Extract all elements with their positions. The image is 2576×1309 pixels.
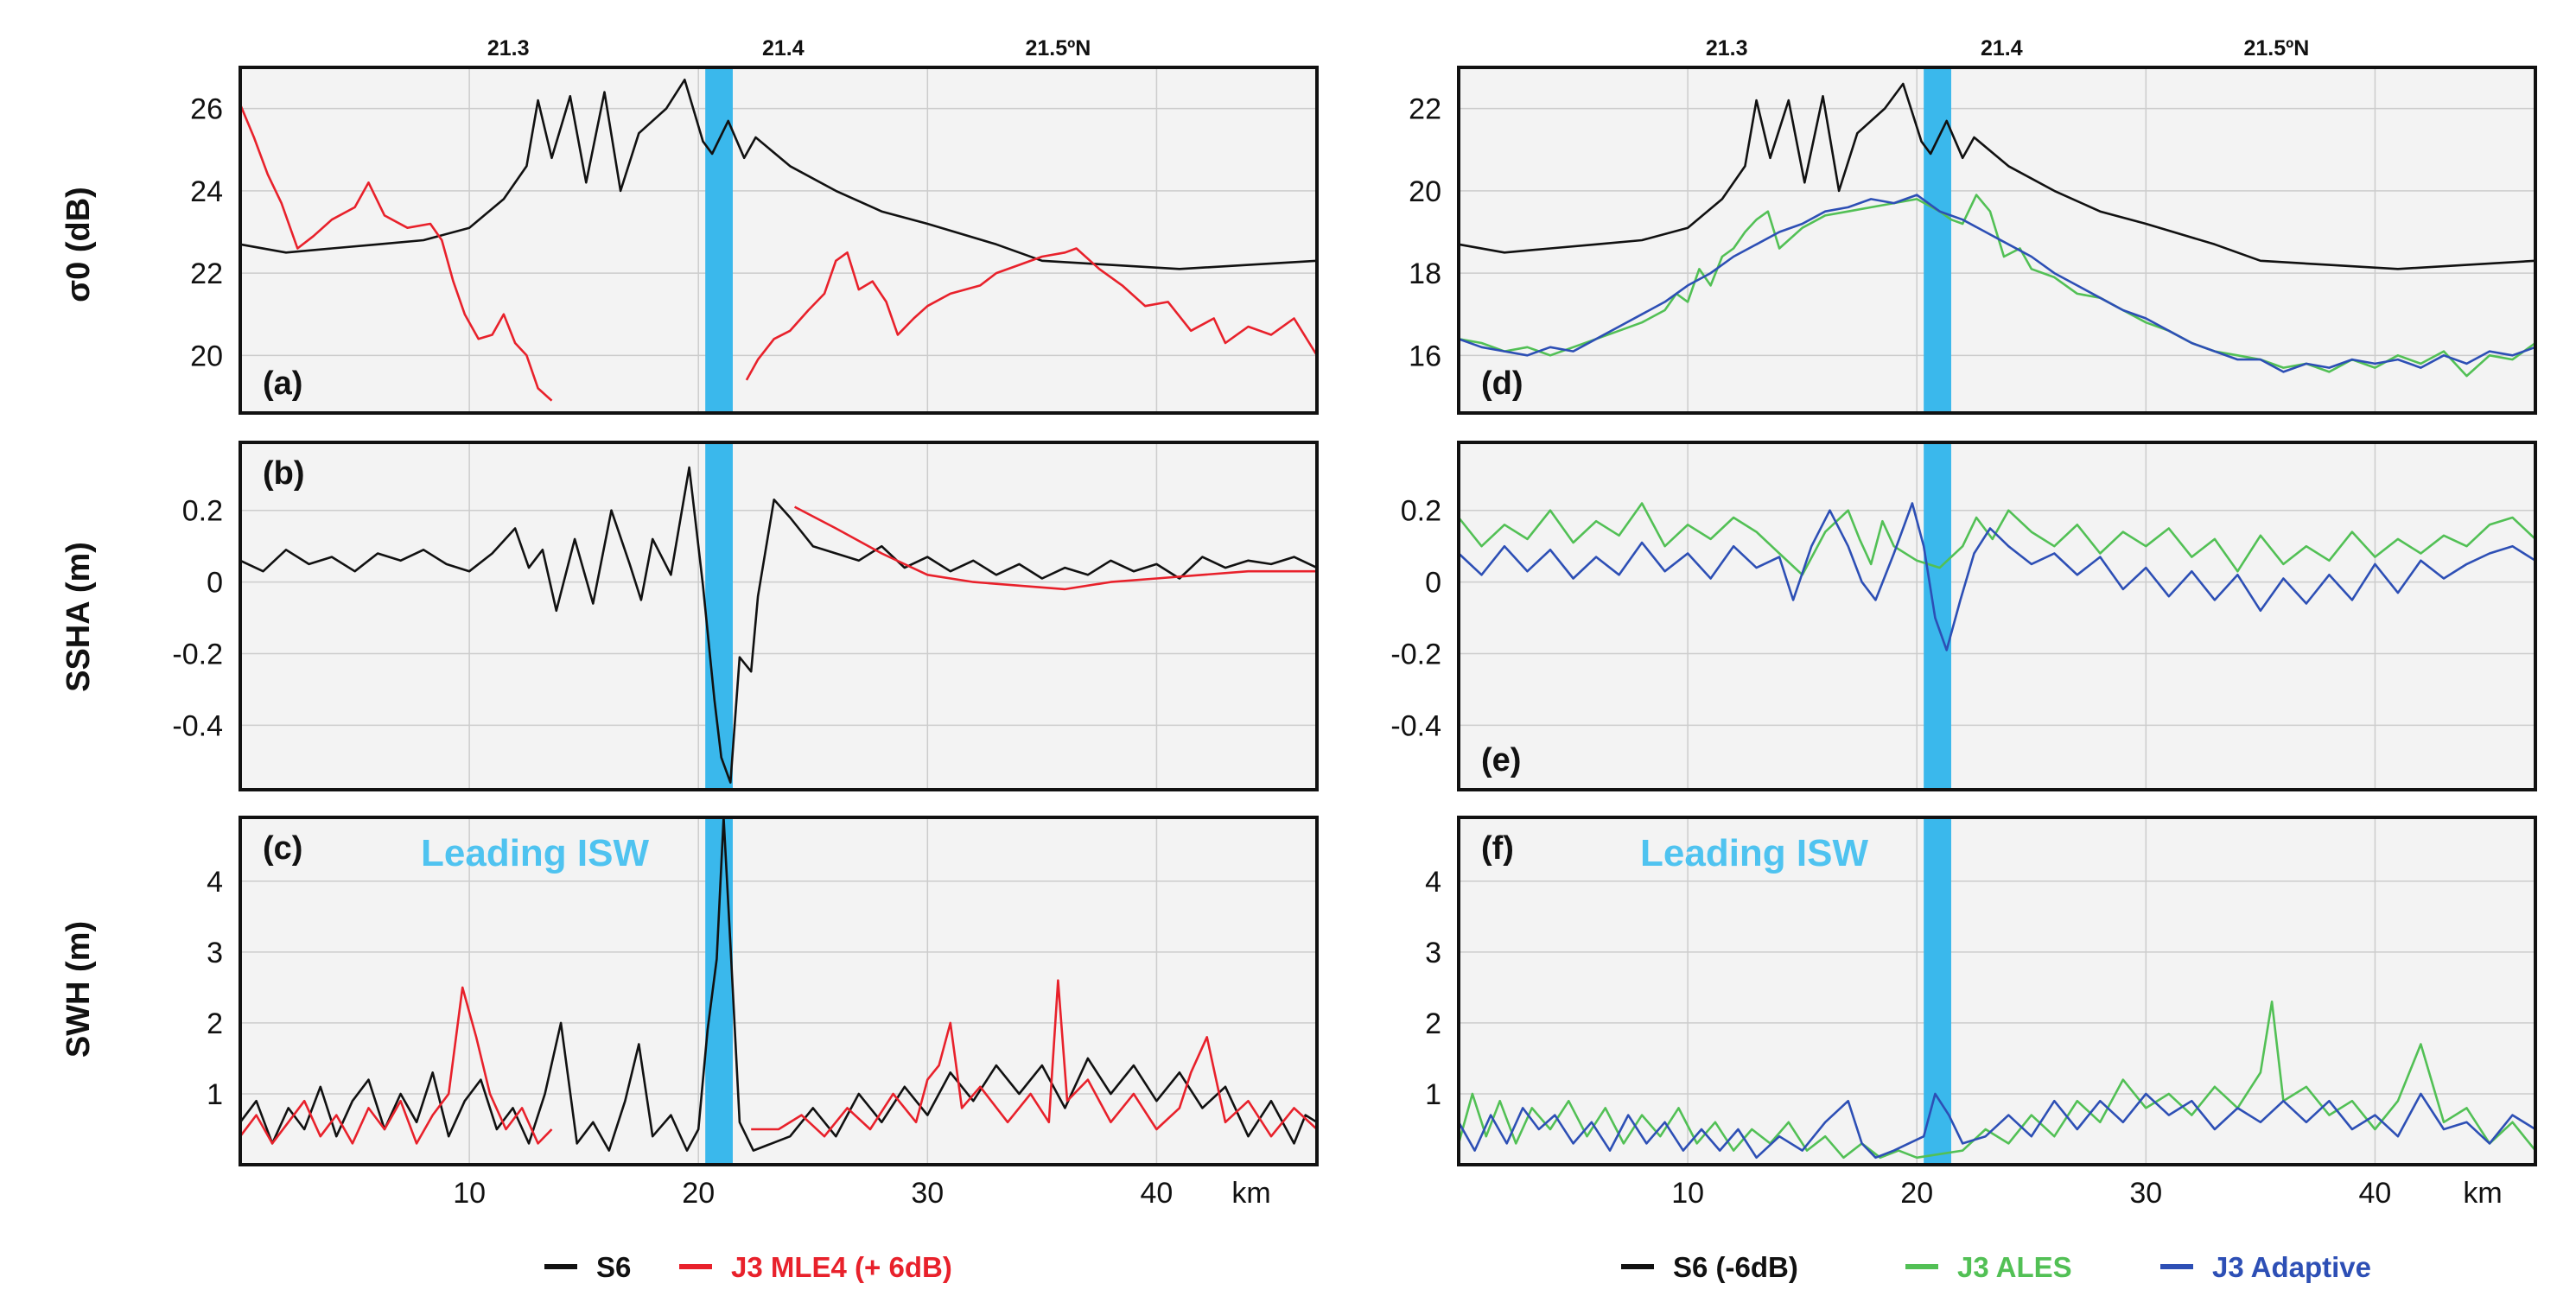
series-line-j3-adaptive — [1457, 1092, 2536, 1160]
y-tick-label: 3 — [207, 937, 223, 969]
y-tick-label: 1 — [1425, 1078, 1441, 1111]
isw-band — [1924, 67, 1951, 413]
plot-frame — [1457, 816, 2537, 1166]
plot-frame — [239, 66, 1319, 415]
y-tick-label: 18 — [1409, 257, 1441, 290]
plot-area — [240, 817, 1317, 1165]
y-tick-label: 2 — [207, 1007, 223, 1040]
series-line-j3-mle4 — [793, 505, 1317, 591]
panel-a: 20 22 24 26 (a) 21.3 21.4 21.5ºN — [190, 36, 1319, 415]
panel-label: (d) — [1481, 365, 1523, 402]
panel-label: (f) — [1481, 830, 1514, 867]
series-line-j3-mle4-segment-2 — [751, 979, 1318, 1138]
top-axis-tick-label: 21.3 — [487, 36, 530, 60]
series-line-s6 — [239, 466, 1318, 784]
legend-label-j3-mle4: J3 MLE4 (+ 6dB) — [731, 1251, 952, 1283]
x-tick-label: 30 — [2129, 1177, 2162, 1210]
panel-b: 0.2 0 -0.2 -0.4 (b) — [172, 441, 1319, 791]
panel-d: 16 18 20 22 (d) 21.3 21.4 21.5ºN — [1409, 36, 2537, 415]
series-line-j3-ales — [1457, 1001, 2537, 1160]
isw-band — [705, 817, 733, 1165]
plot-frame — [239, 816, 1319, 1166]
y-tick-label: 0 — [207, 567, 223, 600]
y-tick-label: 16 — [1409, 340, 1441, 372]
plot-frame — [1457, 66, 2537, 415]
y-tick-label: -0.4 — [1390, 709, 1441, 742]
plot-frame — [239, 441, 1319, 791]
y-tick-label: 2 — [1425, 1007, 1441, 1040]
y-tick-label: 24 — [190, 175, 223, 208]
y-tick-label: 22 — [1409, 93, 1441, 126]
labels-layer: σ0 (dB) SSHA (m) SWH (m) Leading ISW Lea… — [60, 187, 2503, 1283]
x-unit-left: km — [1231, 1177, 1270, 1210]
y-tick-label: 0 — [1425, 567, 1441, 600]
y-tick-label: 26 — [190, 93, 223, 126]
series-line-j3-mle4 — [239, 986, 553, 1145]
isw-band — [705, 67, 733, 413]
y-tick-label: -0.4 — [172, 709, 223, 742]
legend-label-j3-adaptive: J3 Adaptive — [2212, 1251, 2371, 1283]
plot-frame — [1457, 441, 2537, 791]
legend-label-s6: S6 — [596, 1251, 631, 1283]
series-line-s6 — [239, 816, 1318, 1152]
panel-label: (b) — [263, 455, 305, 492]
legend-label-s6-minus6: S6 (-6dB) — [1673, 1251, 1798, 1283]
series-line-s6 — [239, 79, 1318, 270]
plot-area — [240, 67, 1317, 413]
panel-label: (a) — [263, 365, 302, 402]
x-tick-label: 40 — [1141, 1177, 1174, 1210]
y-tick-label: -0.2 — [172, 639, 223, 671]
top-axis-tick-label: 21.5ºN — [2244, 36, 2310, 60]
panel-f: 1 2 3 4 (f) 10 20 30 40 — [1425, 816, 2537, 1210]
y-tick-label: 0.2 — [182, 495, 223, 528]
top-axis-tick-label: 21.5ºN — [1026, 36, 1091, 60]
y-tick-label: 20 — [190, 340, 223, 372]
panel-e: 0.2 0 -0.2 -0.4 (e) — [1390, 441, 2537, 791]
legend-left: S6 J3 MLE4 (+ 6dB) — [544, 1251, 952, 1283]
y-label-swh: SWH (m) — [60, 921, 97, 1058]
x-tick-label: 20 — [1900, 1177, 1933, 1210]
series-line-j3-adaptive — [1458, 502, 2536, 651]
top-axis-tick-label: 21.4 — [1981, 36, 2023, 60]
legend-right: S6 (-6dB) J3 ALES J3 Adaptive — [1621, 1251, 2371, 1283]
plot-area — [1459, 442, 2535, 790]
panel-label: (e) — [1481, 742, 1521, 778]
series-line-j3-ales — [1457, 502, 2536, 576]
series-line-j3-ales — [1458, 194, 2536, 378]
y-tick-label: 0.2 — [1401, 495, 1441, 528]
x-tick-label: 10 — [1671, 1177, 1704, 1210]
plot-area — [240, 442, 1317, 790]
isw-label-left: Leading ISW — [421, 832, 649, 874]
plot-area — [1459, 67, 2535, 413]
y-label-ssha: SSHA (m) — [60, 542, 97, 692]
y-tick-label: -0.2 — [1390, 639, 1441, 671]
x-tick-label: 10 — [453, 1177, 486, 1210]
x-tick-label: 20 — [682, 1177, 715, 1210]
series-line-j3-adaptive — [1458, 194, 2536, 373]
y-tick-label: 20 — [1409, 175, 1441, 208]
y-tick-label: 22 — [190, 257, 223, 290]
y-tick-label: 1 — [207, 1078, 223, 1111]
y-tick-label: 4 — [1425, 866, 1441, 899]
legend-label-j3-ales: J3 ALES — [1957, 1251, 2072, 1283]
series-line-s6-6db — [1458, 82, 2536, 270]
y-tick-label: 3 — [1425, 937, 1441, 969]
panel-c: 1 2 3 4 (c) 10 20 30 40 — [207, 816, 1319, 1210]
isw-band — [1924, 442, 1951, 790]
series-line-j3-mle4-6db-segment-2 — [745, 247, 1319, 381]
series-line-j3-mle4-6db — [239, 104, 553, 402]
x-unit-right: km — [2463, 1177, 2502, 1210]
isw-band — [1924, 817, 1951, 1165]
top-axis-tick-label: 21.3 — [1706, 36, 1748, 60]
panel-label: (c) — [263, 830, 302, 867]
isw-label-right: Leading ISW — [1640, 832, 1868, 874]
plot-area — [1459, 817, 2535, 1165]
top-axis-tick-label: 21.4 — [762, 36, 805, 60]
y-label-sigma0: σ0 (dB) — [60, 187, 97, 302]
y-tick-label: 4 — [207, 866, 223, 899]
x-tick-label: 30 — [911, 1177, 944, 1210]
x-tick-label: 40 — [2359, 1177, 2392, 1210]
